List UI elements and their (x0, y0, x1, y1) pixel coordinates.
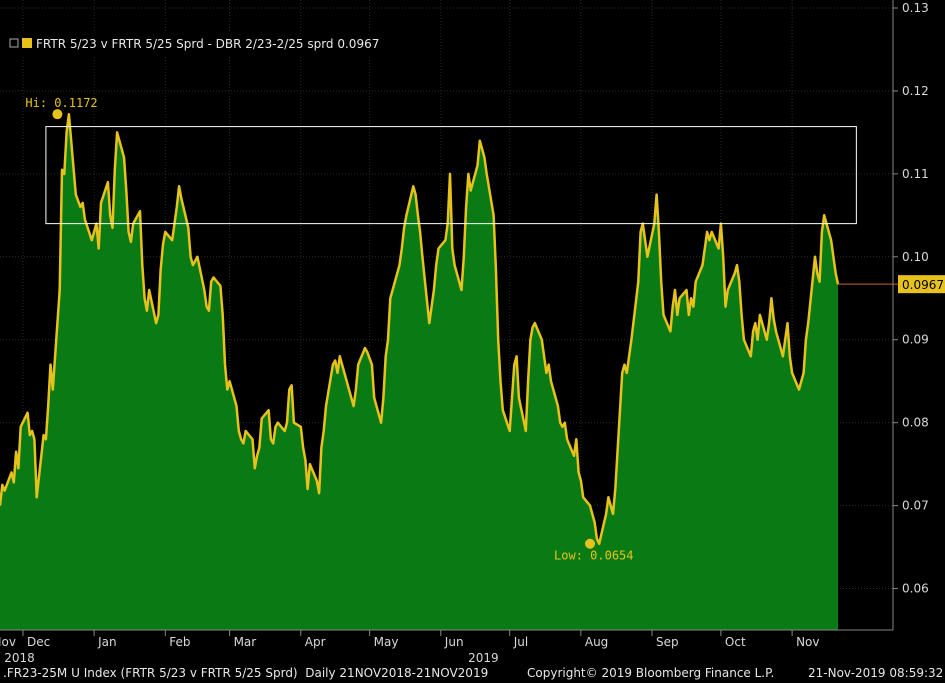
footer-copyright: Copyright© 2019 Bloomberg Finance L.P. (527, 666, 775, 680)
x-tick-label: Feb (169, 635, 190, 649)
x-tick-label: Nov (0, 635, 16, 649)
footer-index-description: .FR23-25M U Index (FRTR 5/23 v FRTR 5/25… (3, 666, 489, 680)
x-tick-label: Dec (27, 635, 50, 649)
y-tick-label: 0.06 (902, 582, 929, 596)
x-tick-label: Oct (725, 635, 746, 649)
y-tick-label: 0.09 (902, 333, 929, 347)
low-label: Low: 0.0654 (554, 549, 633, 563)
y-axis: 0.06 0.07 0.08 0.09 0.10 0.11 0.12 0.13 (893, 1, 929, 596)
legend-toggle-icon (9, 38, 19, 48)
high-marker: Hi: 0.1172 (25, 96, 98, 120)
x-tick-label: Aug (585, 635, 608, 649)
legend-background (5, 33, 403, 55)
year-label: 2019 (468, 651, 499, 665)
x-axis: Nov Dec Jan Feb Mar Apr May Jun Jul Aug Sep Oct Nov 2… (0, 630, 820, 665)
x-tick-label: Mar (234, 635, 257, 649)
footer-timestamp: 21-Nov-2019 08:59:32 (808, 666, 944, 680)
low-marker: Low: 0.0654 (554, 538, 634, 563)
y-tick-label: 0.10 (902, 250, 929, 264)
legend[interactable]: FRTR 5/23 v FRTR 5/25 Sprd - DBR 2/23-2/… (5, 33, 403, 55)
y-tick-label: 0.11 (902, 167, 929, 181)
x-tick-label: Jul (513, 635, 528, 649)
y-tick-label: 0.12 (902, 84, 929, 98)
x-tick-label: Nov (796, 635, 819, 649)
last-value-bg (898, 275, 945, 294)
high-dot (52, 109, 63, 120)
series-area (0, 114, 838, 630)
legend-swatch (22, 38, 32, 48)
y-tick-label: 0.07 (902, 499, 929, 513)
low-dot (585, 538, 596, 549)
last-value-label: 0.0967 (902, 278, 944, 292)
x-tick-label: Jun (444, 635, 464, 649)
x-tick-label: Jan (97, 635, 117, 649)
highlight-box (45, 126, 857, 225)
y-tick-label: 0.13 (902, 1, 929, 15)
x-tick-label: May (374, 635, 399, 649)
x-tick-label: Sep (656, 635, 679, 649)
x-tick-label: Apr (305, 635, 326, 649)
legend-label: FRTR 5/23 v FRTR 5/25 Sprd - DBR 2/23-2/… (36, 37, 379, 51)
last-value-badge: 0.0967 (898, 275, 945, 294)
y-tick-label: 0.08 (902, 416, 929, 430)
series-line (0, 112, 840, 545)
high-label: Hi: 0.1172 (25, 96, 97, 110)
year-label: 2018 (4, 651, 35, 665)
